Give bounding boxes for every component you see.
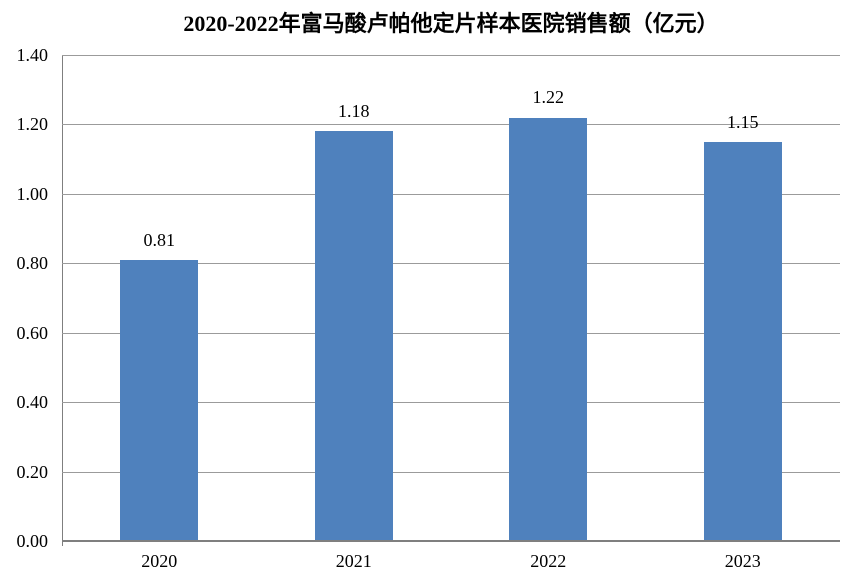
x-tick-label-2021: 2021 <box>335 551 372 571</box>
bar-value-label: 1.22 <box>532 87 565 108</box>
y-tick-label: 0.60 <box>16 322 49 343</box>
bar-value-label: 1.18 <box>338 101 370 122</box>
x-axis-line <box>62 540 840 542</box>
y-tick-label: 1.00 <box>16 183 49 204</box>
gridline <box>62 124 840 126</box>
gridline <box>62 55 840 56</box>
bar-2022 <box>509 117 588 540</box>
y-tick-label: 1.40 <box>16 45 49 65</box>
chart-title: 2020-2022年富马酸卢帕他定片样本医院销售额（亿元） <box>183 11 719 36</box>
bar-2023 <box>703 141 782 540</box>
y-tick-label: 1.20 <box>16 114 49 135</box>
gridline <box>62 471 840 473</box>
plot-area: 0.81 1.18 1.22 1.15 <box>62 55 840 541</box>
y-tick-label: 0.00 <box>16 531 49 551</box>
x-tick-label-2022: 2022 <box>530 551 567 571</box>
gridline <box>62 193 840 195</box>
y-tick-label: 0.40 <box>16 392 49 413</box>
gridline <box>62 263 840 265</box>
y-tick-label: 0.80 <box>16 253 49 274</box>
bar-2020 <box>120 259 199 540</box>
x-tick-label-2020: 2020 <box>141 551 178 571</box>
bar-value-label: 1.15 <box>727 111 759 132</box>
gridline <box>62 332 840 334</box>
bar-value-label: 0.81 <box>143 229 176 250</box>
x-tick-label-2023: 2023 <box>724 551 761 571</box>
gridline <box>62 402 840 404</box>
bar-2021 <box>314 131 393 540</box>
y-axis-line <box>62 55 63 546</box>
y-tick-label: 0.20 <box>16 461 49 482</box>
